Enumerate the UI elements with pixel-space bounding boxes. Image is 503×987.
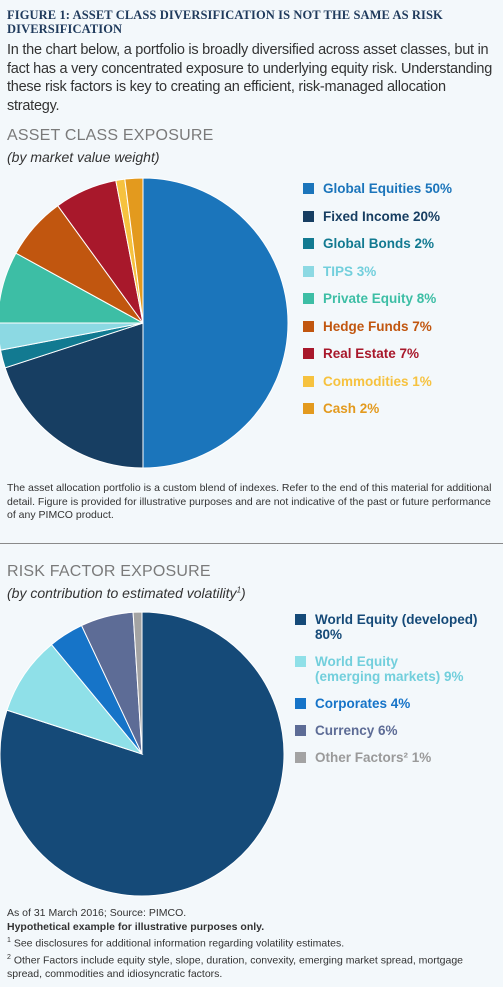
risk-factor-legend-item: Currency 6% (295, 723, 503, 738)
risk-factor-subtitle-close: ) (241, 585, 246, 601)
risk-factor-pie-chart (0, 611, 285, 897)
asset-class-legend-swatch (303, 348, 314, 359)
asset-class-legend-swatch (303, 320, 314, 332)
risk-factor-legend-label: World Equity (emerging markets) 9% (315, 654, 464, 684)
asset-class-legend-swatch (303, 293, 314, 304)
section-divider (0, 543, 503, 544)
asset-class-legend-item: Private Equity 8% (303, 291, 452, 319)
risk-factor-legend-label: World Equity (developed) 80% (315, 612, 478, 642)
risk-factor-legend: World Equity (developed) 80% World Equity… (295, 612, 503, 777)
asset-class-legend-label: Global Equities 50% (323, 181, 453, 196)
hypothetical-note: Hypothetical example for illustrative pu… (7, 920, 265, 933)
risk-factor-slice-world-equity-emerging-markets-9 (6, 643, 144, 756)
asset-class-heading: ASSET CLASS EXPOSURE (7, 127, 214, 144)
asset-class-legend-item: Global Equities 50% (303, 181, 452, 209)
asset-class-note: The asset allocation portfolio is a cust… (7, 482, 492, 521)
risk-factor-legend-label: Other Factors² 1% (315, 750, 432, 765)
risk-factor-legend-item: Corporates 4% (295, 696, 503, 711)
risk-factor-legend-swatch (295, 656, 306, 667)
risk-factor-subtitle-text: (by contribution to estimated volatility (7, 585, 237, 601)
risk-factor-legend-swatch (295, 614, 306, 625)
risk-factor-legend-item: Other Factors² 1% (295, 750, 503, 765)
asset-class-legend-label: Private Equity 8% (323, 291, 437, 306)
figure-intro: In the chart below, a portfolio is broad… (7, 42, 493, 114)
asset-class-legend: Global Equities 50% Fixed Income 20% Globa… (303, 181, 452, 429)
risk-factor-legend-item: World Equity (developed) 80% (295, 612, 503, 642)
asset-class-subtitle: (by market value weight) (7, 149, 160, 165)
asset-class-legend-swatch (303, 375, 314, 387)
asset-class-pie-chart (0, 177, 289, 469)
asset-class-legend-swatch (303, 238, 314, 249)
risk-factor-subtitle: (by contribution to estimated volatility… (7, 585, 246, 601)
asset-class-legend-item: TIPS 3% (303, 264, 452, 292)
figure-title: FIGURE 1: ASSET CLASS DIVERSIFICATION IS… (7, 8, 443, 36)
footnote-1-text: See disclosures for additional informati… (10, 937, 345, 950)
risk-factor-legend-swatch (295, 698, 306, 709)
footnote-mark-1: 1 (236, 585, 242, 595)
footnote-2-text: Other Factors include equity style, slop… (7, 954, 464, 981)
asset-class-legend-label: TIPS 3% (323, 263, 377, 279)
asset-class-legend-swatch (303, 210, 314, 222)
asset-class-legend-item: Commodities 1% (303, 374, 452, 402)
risk-factor-legend-swatch (295, 752, 306, 763)
asset-class-legend-label: Commodities 1% (323, 373, 432, 389)
asset-class-slice-cash-2 (124, 177, 144, 324)
asset-class-legend-swatch (303, 183, 314, 194)
asset-class-slice-global-equities-50 (142, 177, 289, 469)
asset-class-legend-label: Global Bonds 2% (323, 236, 435, 251)
asset-class-legend-item: Fixed Income 20% (303, 209, 452, 237)
asset-class-legend-item: Cash 2% (303, 401, 452, 429)
asset-class-legend-swatch (303, 403, 314, 414)
footnote-1-mark: 1 (7, 937, 11, 944)
source-note: As of 31 March 2016; Source: PIMCO. (7, 907, 187, 919)
asset-class-legend-item: Global Bonds 2% (303, 236, 452, 264)
footnote-1: 1 See disclosures for additional informa… (7, 934, 497, 951)
footnote-2-mark: 2 (7, 954, 11, 961)
asset-class-legend-item: Hedge Funds 7% (303, 319, 452, 347)
asset-class-legend-label: Hedge Funds 7% (323, 318, 432, 334)
risk-factor-legend-item: World Equity (emerging markets) 9% (295, 654, 503, 684)
asset-class-slice-tips-3 (0, 322, 144, 351)
asset-class-slice-fixed-income-20 (4, 322, 144, 469)
risk-factor-slice-other-factors-1 (132, 611, 143, 755)
asset-class-legend-label: Fixed Income 20% (323, 208, 441, 224)
risk-factor-heading: RISK FACTOR EXPOSURE (7, 563, 211, 580)
asset-class-legend-swatch (303, 265, 314, 277)
risk-factor-legend-label: Currency 6% (315, 723, 398, 738)
risk-factor-notes: As of 31 March 2016; Source: PIMCO. Hypo… (7, 907, 497, 982)
footnote-2: 2 Other Factors include equity style, sl… (7, 951, 497, 982)
risk-factor-legend-swatch (295, 725, 306, 736)
asset-class-legend-label: Cash 2% (323, 401, 380, 416)
asset-class-legend-item: Real Estate 7% (303, 346, 452, 374)
risk-factor-legend-label: Corporates 4% (315, 696, 411, 711)
asset-class-legend-label: Real Estate 7% (323, 346, 420, 361)
